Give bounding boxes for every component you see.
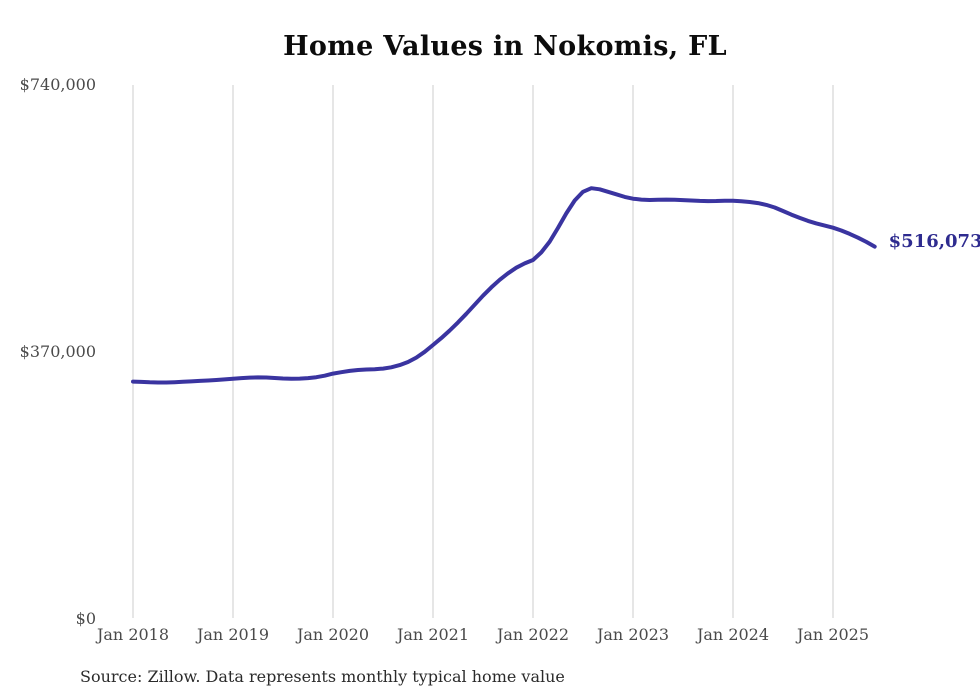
home-value-line [131,186,877,385]
x-tick-label: Jan 2019 [196,625,270,644]
chart-title: Home Values in Nokomis, FL [283,31,727,62]
x-tick-label: Jan 2024 [696,625,770,644]
x-tick-label: Jan 2018 [96,625,170,644]
y-tick-label: $740,000 [19,75,96,94]
y-tick-label: $0 [75,609,96,628]
x-tick-label: Jan 2025 [796,625,870,644]
source-note: Source: Zillow. Data represents monthly … [80,667,565,686]
x-tick-label: Jan 2023 [596,625,670,644]
y-tick-label: $370,000 [19,342,96,361]
vertical-gridlines [132,85,834,618]
x-tick-label: Jan 2021 [396,625,470,644]
x-tick-label: Jan 2022 [496,625,570,644]
end-value-label: $516,073 [888,230,980,252]
x-tick-label: Jan 2020 [296,625,370,644]
